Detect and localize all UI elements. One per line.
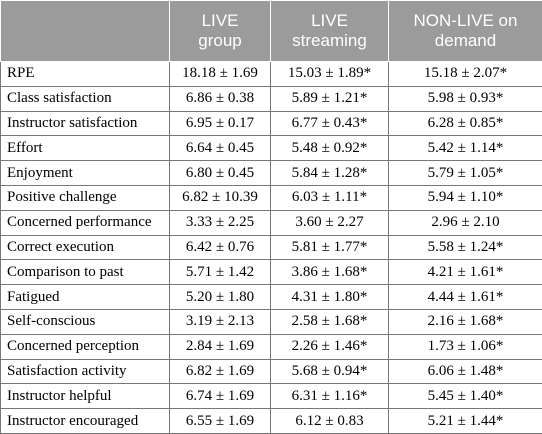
cell-live-group: 6.42 ± 0.76 — [169, 234, 271, 261]
row-label: Correct execution — [0, 234, 170, 261]
row-label: Effort — [0, 135, 170, 162]
cell-non-live: 1.73 ± 1.06* — [388, 333, 542, 360]
cell-live-streaming: 15.03 ± 1.89* — [270, 61, 389, 87]
header-non-live-line1: NON-LIVE on — [413, 11, 518, 30]
row-label: RPE — [0, 61, 170, 87]
header-live-group-line2: group — [198, 31, 242, 50]
header-live-group: LIVE group — [169, 0, 271, 62]
header-non-live: NON-LIVE on demand — [388, 0, 542, 62]
cell-non-live: 5.98 ± 0.93* — [388, 85, 542, 112]
table-row: RPE 18.18 ± 1.69 15.03 ± 1.89* 15.18 ± 2… — [0, 61, 542, 87]
cell-live-group: 5.20 ± 1.80 — [169, 284, 271, 310]
cell-live-group: 6.86 ± 0.38 — [169, 85, 271, 112]
table-row: Instructor satisfaction 6.95 ± 0.17 6.77… — [0, 110, 542, 137]
cell-non-live: 15.18 ± 2.07* — [388, 61, 542, 87]
cell-live-group: 6.80 ± 0.45 — [169, 160, 271, 186]
table-row: Fatigued 5.20 ± 1.80 4.31 ± 1.80* 4.44 ±… — [0, 284, 542, 310]
header-measure — [0, 0, 170, 62]
cell-live-streaming: 3.60 ± 2.27 — [270, 209, 389, 236]
cell-non-live: 4.44 ± 1.61* — [388, 284, 542, 310]
cell-non-live: 5.58 ± 1.24* — [388, 234, 542, 261]
table-row: Instructor helpful 6.74 ± 1.69 6.31 ± 1.… — [0, 383, 542, 410]
cell-live-streaming: 6.03 ± 1.11* — [270, 184, 389, 211]
row-label: Positive challenge — [0, 184, 170, 211]
table-row: Effort 6.64 ± 0.45 5.48 ± 0.92* 5.42 ± 1… — [0, 135, 542, 162]
cell-live-streaming: 5.48 ± 0.92* — [270, 135, 389, 162]
row-label: Satisfaction activity — [0, 358, 170, 385]
cell-non-live: 5.42 ± 1.14* — [388, 135, 542, 162]
row-label: Instructor helpful — [0, 383, 170, 410]
header-live-streaming: LIVE streaming — [270, 0, 389, 62]
cell-non-live: 5.79 ± 1.05* — [388, 160, 542, 186]
cell-live-streaming: 5.89 ± 1.21* — [270, 85, 389, 112]
header-live-streaming-line1: LIVE — [311, 11, 348, 30]
cell-non-live: 2.16 ± 1.68* — [388, 308, 542, 335]
cell-live-streaming: 2.58 ± 1.68* — [270, 308, 389, 335]
row-label: Enjoyment — [0, 160, 170, 186]
row-label: Self-conscious — [0, 308, 170, 335]
table-row: Satisfaction activity 6.82 ± 1.69 5.68 ±… — [0, 358, 542, 385]
cell-live-group: 5.71 ± 1.42 — [169, 259, 271, 286]
cell-live-streaming: 3.86 ± 1.68* — [270, 259, 389, 286]
table-row: Class satisfaction 6.86 ± 0.38 5.89 ± 1.… — [0, 85, 542, 112]
cell-live-streaming: 6.31 ± 1.16* — [270, 383, 389, 410]
header-row: LIVE group LIVE streaming NON-LIVE on de… — [0, 0, 542, 62]
table-row: Self-conscious 3.19 ± 2.13 2.58 ± 1.68* … — [0, 308, 542, 335]
row-label: Comparison to past — [0, 259, 170, 286]
cell-non-live: 5.94 ± 1.10* — [388, 184, 542, 211]
cell-live-group: 6.64 ± 0.45 — [169, 135, 271, 162]
row-label: Instructor satisfaction — [0, 110, 170, 137]
header-live-group-line1: LIVE — [201, 11, 239, 30]
row-label: Concerned perception — [0, 333, 170, 360]
cell-live-group: 6.82 ± 10.39 — [169, 184, 271, 211]
cell-live-streaming: 6.12 ± 0.83 — [270, 408, 389, 434]
cell-live-group: 6.95 ± 0.17 — [169, 110, 271, 137]
row-label: Class satisfaction — [0, 85, 170, 112]
table-row: Instructor encouraged 6.55 ± 1.69 6.12 ±… — [0, 408, 542, 434]
cell-live-streaming: 6.77 ± 0.43* — [270, 110, 389, 137]
cell-live-group: 6.55 ± 1.69 — [169, 408, 271, 434]
cell-non-live: 6.06 ± 1.48* — [388, 358, 542, 385]
row-label: Fatigued — [0, 284, 170, 310]
cell-live-group: 2.84 ± 1.69 — [169, 333, 271, 360]
table-body: RPE 18.18 ± 1.69 15.03 ± 1.89* 15.18 ± 2… — [0, 61, 542, 434]
cell-live-streaming: 5.68 ± 0.94* — [270, 358, 389, 385]
cell-live-group: 18.18 ± 1.69 — [169, 61, 271, 87]
table-row: Concerned perception 2.84 ± 1.69 2.26 ± … — [0, 333, 542, 360]
cell-non-live: 5.45 ± 1.40* — [388, 383, 542, 410]
cell-live-group: 3.19 ± 2.13 — [169, 308, 271, 335]
cell-live-streaming: 2.26 ± 1.46* — [270, 333, 389, 360]
header-non-live-line2: demand — [434, 31, 497, 50]
table-row: Comparison to past 5.71 ± 1.42 3.86 ± 1.… — [0, 259, 542, 286]
table-row: Enjoyment 6.80 ± 0.45 5.84 ± 1.28* 5.79 … — [0, 160, 542, 186]
cell-live-group: 6.74 ± 1.69 — [169, 383, 271, 410]
table-row: Concerned performance 3.33 ± 2.25 3.60 ±… — [0, 209, 542, 236]
header-live-streaming-line2: streaming — [292, 31, 367, 50]
cell-live-streaming: 4.31 ± 1.80* — [270, 284, 389, 310]
cell-non-live: 6.28 ± 0.85* — [388, 110, 542, 137]
cell-live-group: 6.82 ± 1.69 — [169, 358, 271, 385]
cell-non-live: 5.21 ± 1.44* — [388, 408, 542, 434]
row-label: Concerned performance — [0, 209, 170, 236]
cell-live-streaming: 5.81 ± 1.77* — [270, 234, 389, 261]
cell-live-group: 3.33 ± 2.25 — [169, 209, 271, 236]
cell-non-live: 2.96 ± 2.10 — [388, 209, 542, 236]
cell-live-streaming: 5.84 ± 1.28* — [270, 160, 389, 186]
table-row: Positive challenge 6.82 ± 10.39 6.03 ± 1… — [0, 184, 542, 211]
table-header: LIVE group LIVE streaming NON-LIVE on de… — [0, 0, 542, 62]
row-label: Instructor encouraged — [0, 408, 170, 434]
table-row: Correct execution 6.42 ± 0.76 5.81 ± 1.7… — [0, 234, 542, 261]
cell-non-live: 4.21 ± 1.61* — [388, 259, 542, 286]
